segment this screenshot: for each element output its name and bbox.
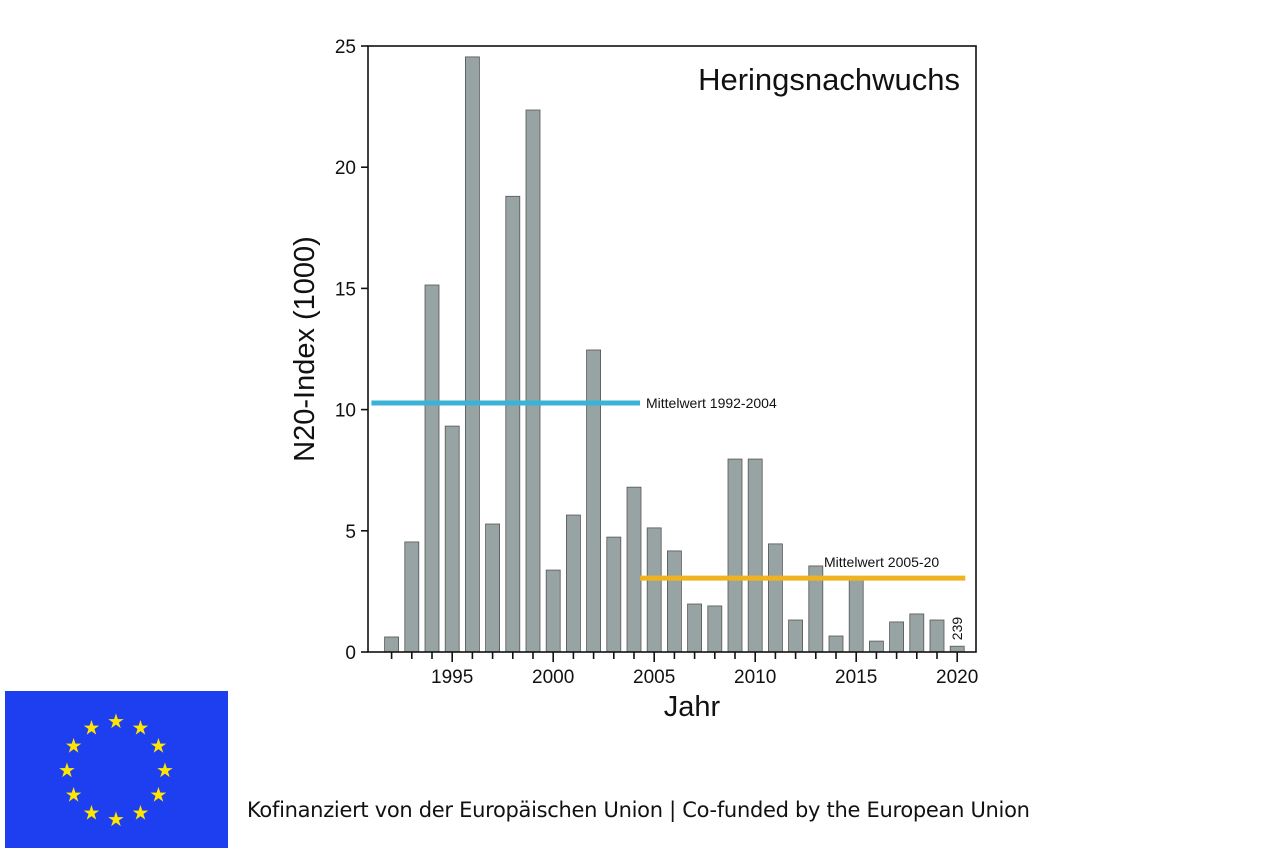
eu-star-icon: ★ [132, 718, 150, 740]
bar-2020 [949, 645, 965, 653]
y-tick-label-0: 0 [345, 643, 356, 664]
eu-funding-text: Kofinanziert von der Europäischen Union … [247, 798, 1030, 822]
mean-label-2005-20: Mittelwert 2005-20 [824, 554, 939, 570]
bar-2000 [545, 569, 561, 653]
bar-1997 [485, 523, 501, 653]
x-tick-label-2010: 2010 [734, 667, 776, 688]
eu-star-icon: ★ [83, 802, 101, 824]
y-tick-label-5: 5 [345, 522, 356, 543]
eu-star-icon: ★ [58, 760, 76, 782]
y-tick-label-25: 25 [335, 37, 356, 58]
bar-2001 [566, 514, 581, 653]
bar-1999 [525, 109, 541, 653]
bar-2006 [667, 550, 682, 653]
x-tick-label-2015: 2015 [835, 667, 877, 688]
bar-2019 [929, 619, 945, 653]
x-tick-label-2020: 2020 [936, 667, 978, 688]
bar-1996 [464, 56, 480, 653]
eu-star-icon: ★ [65, 785, 83, 807]
y-tick-label-20: 20 [335, 158, 356, 179]
bar-2003 [606, 536, 622, 653]
eu-star-icon: ★ [132, 802, 150, 824]
bar-1992 [384, 636, 400, 653]
bar-2004 [626, 486, 642, 653]
y-tick-label-15: 15 [335, 279, 356, 300]
bar-2005 [646, 527, 662, 653]
bar-2017 [889, 621, 904, 653]
bar-2011 [768, 543, 783, 653]
plot-frame [367, 45, 977, 653]
eu-star-icon: ★ [107, 809, 125, 831]
x-tick-label-2000: 2000 [532, 667, 574, 688]
bar-1995 [444, 425, 460, 653]
bar-2002 [586, 349, 601, 653]
bar-2018 [909, 613, 925, 653]
eu-star-icon: ★ [107, 711, 125, 733]
bar-label-2020: 239 [949, 617, 965, 641]
bar-2007 [687, 603, 702, 653]
bar-2015 [848, 579, 864, 653]
mean-label-1992-2004: Mittelwert 1992-2004 [646, 395, 777, 411]
eu-flag [5, 691, 228, 848]
eu-star-icon: ★ [149, 785, 167, 807]
bar-2016 [869, 640, 884, 653]
bar-2008 [707, 605, 723, 653]
y-axis-label: N20-Index (1000) [289, 236, 321, 462]
x-axis-label: Jahr [664, 691, 721, 723]
bar-2009 [727, 458, 743, 653]
bar-2010 [747, 458, 763, 653]
chart-title: Heringsnachwuchs [698, 62, 960, 97]
y-tick-label-10: 10 [335, 401, 356, 422]
bar-2012 [788, 619, 803, 653]
bar-1993 [404, 541, 420, 653]
x-tick-label-1995: 1995 [431, 667, 473, 688]
eu-star-icon: ★ [65, 736, 83, 758]
bar-2014 [828, 635, 844, 653]
x-tick-label-2005: 2005 [633, 667, 675, 688]
eu-star-icon: ★ [149, 736, 167, 758]
eu-star-icon: ★ [156, 760, 174, 782]
bar-1994 [424, 284, 440, 653]
bar-1998 [505, 195, 521, 653]
eu-star-icon: ★ [83, 718, 101, 740]
